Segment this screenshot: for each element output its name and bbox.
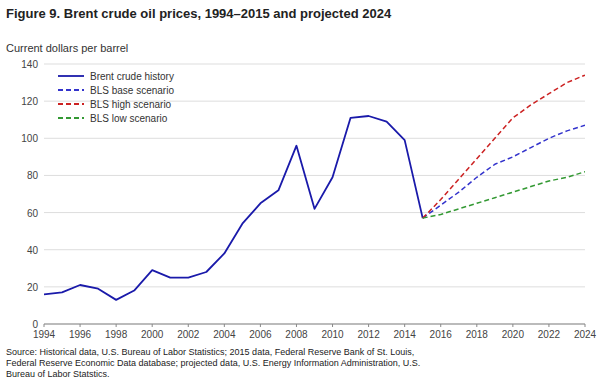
source-line: Bureau of Labor Statstics.	[6, 369, 110, 379]
legend: Brent crude history BLS base scenario BLS …	[58, 71, 174, 124]
source-line: Federal Reserve Economic Data database; …	[6, 358, 420, 368]
x-tick-label: 2006	[249, 329, 272, 340]
grid-line	[44, 175, 585, 176]
series-line	[423, 75, 585, 218]
y-tick-label: 140	[21, 59, 38, 70]
y-tick-label: 20	[27, 282, 39, 293]
y-tick-label: 60	[27, 208, 39, 219]
x-tick-label: 2022	[538, 329, 561, 340]
grid-line	[44, 249, 585, 250]
x-tick-label: 2020	[502, 329, 525, 340]
grid	[44, 64, 585, 324]
source-line: Source: Historical data, U.S. Bureau of …	[6, 347, 414, 357]
y-tick-label: 120	[21, 96, 38, 107]
series-line	[423, 125, 585, 218]
x-tick-label: 2008	[285, 329, 308, 340]
grid-line	[44, 212, 585, 213]
legend-label: BLS low scenario	[90, 113, 168, 124]
x-axis-line	[44, 324, 585, 325]
y-tick-label: 100	[21, 133, 38, 144]
x-tick-label: 2024	[574, 329, 597, 340]
x-tick-label: 2012	[357, 329, 380, 340]
chart: Figure 9. Brent crude oil prices, 1994–2…	[0, 0, 599, 383]
grid-line	[44, 64, 585, 65]
y-axis-label: Current dollars per barrel	[6, 42, 128, 54]
x-tick-label: 2014	[394, 329, 417, 340]
grid-line	[44, 286, 585, 287]
grid-line	[44, 138, 585, 139]
x-tick-label: 1998	[105, 329, 128, 340]
x-tick-label: 2018	[466, 329, 489, 340]
series-line	[423, 172, 585, 218]
y-tick-label: 80	[27, 170, 39, 181]
legend-swatch	[58, 75, 84, 77]
x-tick-label: 2000	[141, 329, 164, 340]
series-group	[44, 75, 585, 300]
x-tick-label: 2016	[430, 329, 453, 340]
legend-swatch	[58, 103, 84, 105]
legend-swatch	[58, 89, 84, 91]
x-tick-label: 2010	[321, 329, 344, 340]
y-tick-label: 40	[27, 245, 39, 256]
title: Figure 9. Brent crude oil prices, 1994–2…	[6, 6, 392, 21]
x-tick-label: 1996	[69, 329, 92, 340]
grid-line	[44, 324, 585, 325]
x-tick-label: 2002	[177, 329, 200, 340]
x-tick-label: 1994	[33, 329, 56, 340]
source-note: Source: Historical data, U.S. Bureau of …	[6, 347, 420, 379]
legend-label: Brent crude history	[90, 71, 174, 82]
legend-swatch	[58, 117, 84, 119]
series-line	[44, 116, 423, 300]
legend-label: BLS base scenario	[90, 85, 174, 96]
x-tick-label: 2004	[213, 329, 236, 340]
legend-label: BLS high scenario	[90, 99, 172, 110]
